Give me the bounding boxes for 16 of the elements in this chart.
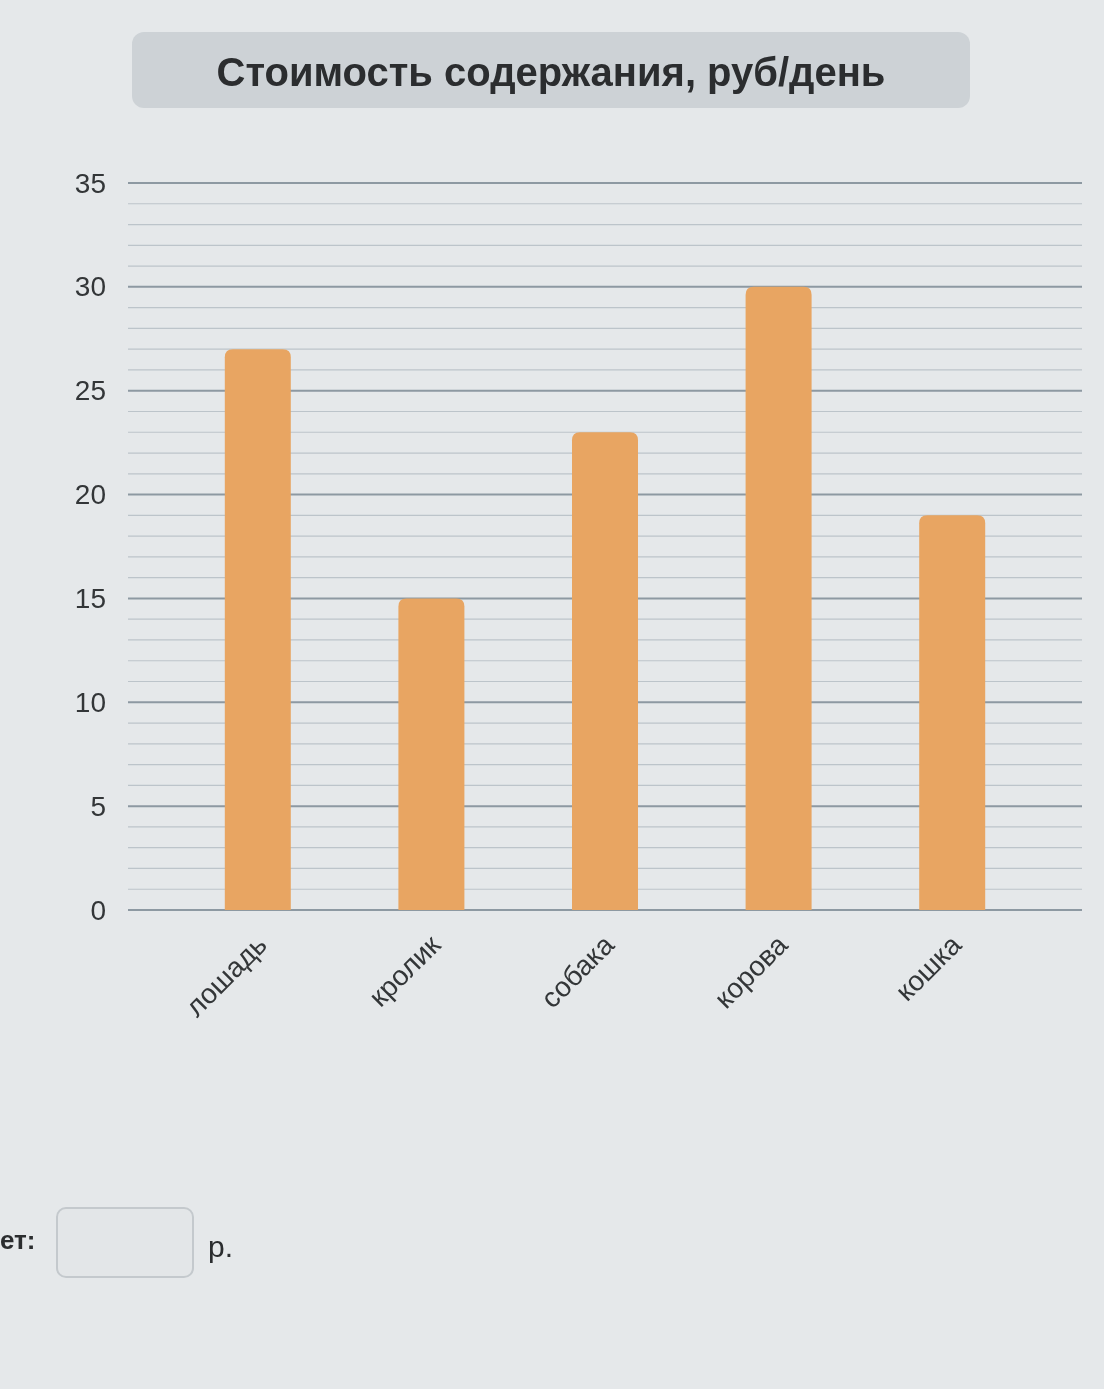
y-tick-label: 30 [74,271,106,303]
text: р. [208,1229,234,1263]
y-tick-label: 15 [74,582,106,614]
text: ет: [0,1225,36,1255]
y-tick-label: 10 [74,686,106,718]
y-tick-label: 0 [90,894,106,926]
bar [572,432,638,910]
bar [745,286,812,910]
bar [398,598,465,910]
y-tick-label: 35 [74,167,106,199]
y-tick-label: 25 [74,375,106,407]
y-tick-label: 5 [90,790,106,822]
bar [919,515,986,910]
y-tick-label: 20 [74,479,106,511]
bar [224,349,291,910]
chart-title: Стоимость содержания, руб/день [216,50,886,94]
